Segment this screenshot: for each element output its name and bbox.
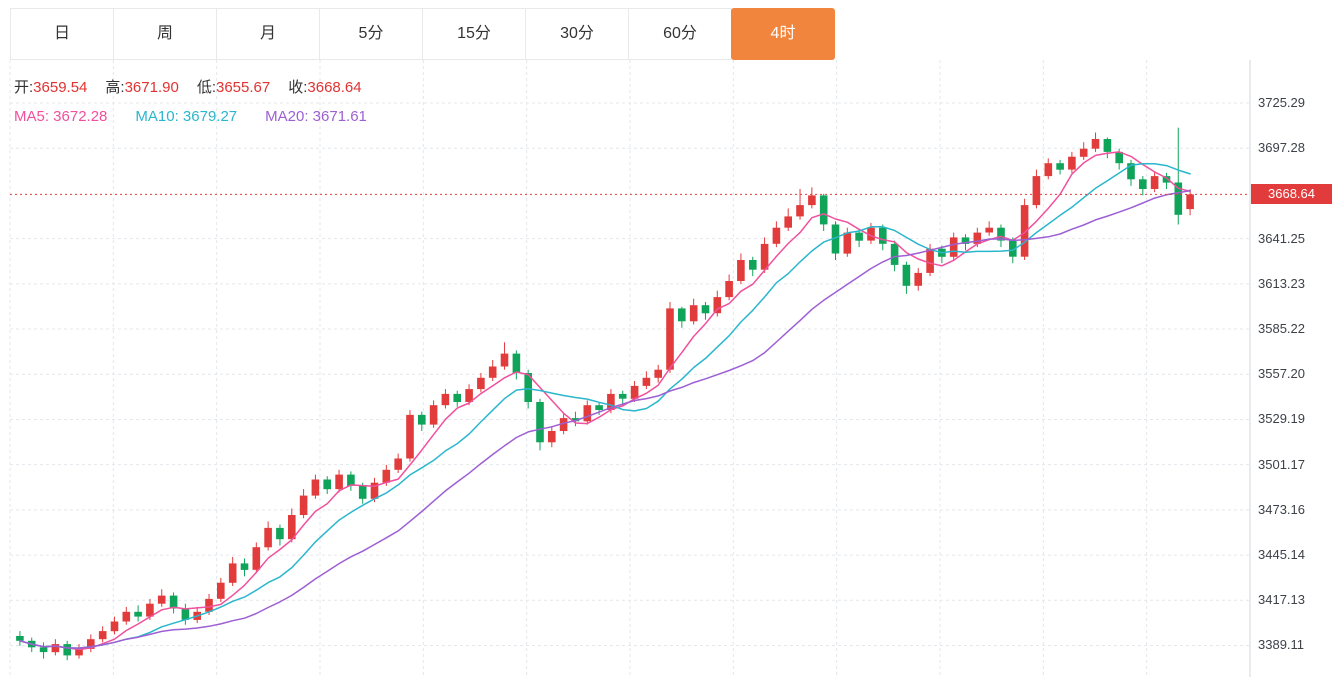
y-axis-label: 3501.17	[1258, 457, 1305, 472]
tab-5min[interactable]: 5分	[319, 8, 423, 60]
y-axis-label: 3557.20	[1258, 366, 1305, 381]
timeframe-tabbar: 日周月 5分 15分 30分 60分 4时	[10, 8, 835, 60]
y-axis: 3725.29 3697.28 3641.25 3613.23 3585.22 3557.…	[1256, 0, 1332, 677]
y-axis-label: 3613.23	[1258, 276, 1305, 291]
tab-15min[interactable]: 15分	[422, 8, 526, 60]
y-axis-label: 3697.28	[1258, 140, 1305, 155]
tab-month[interactable]: 月	[216, 8, 320, 60]
tab-week[interactable]: 周	[113, 8, 217, 60]
y-axis-label: 3389.11	[1258, 637, 1305, 652]
y-axis-label: 3585.22	[1258, 321, 1305, 336]
y-axis-label: 3725.29	[1258, 95, 1305, 110]
tab-4hour[interactable]: 4时	[731, 8, 835, 60]
tab-day[interactable]: 日	[10, 8, 114, 60]
tab-30min[interactable]: 30分	[525, 8, 629, 60]
y-axis-label: 3417.13	[1258, 592, 1305, 607]
tab-60min[interactable]: 60分	[628, 8, 732, 60]
y-axis-label: 3529.19	[1258, 411, 1305, 426]
y-axis-label: 3641.25	[1258, 231, 1305, 246]
y-axis-label: 3445.14	[1258, 547, 1305, 562]
y-axis-label: 3473.16	[1258, 502, 1305, 517]
current-price-badge: 3668.64	[1251, 184, 1332, 204]
